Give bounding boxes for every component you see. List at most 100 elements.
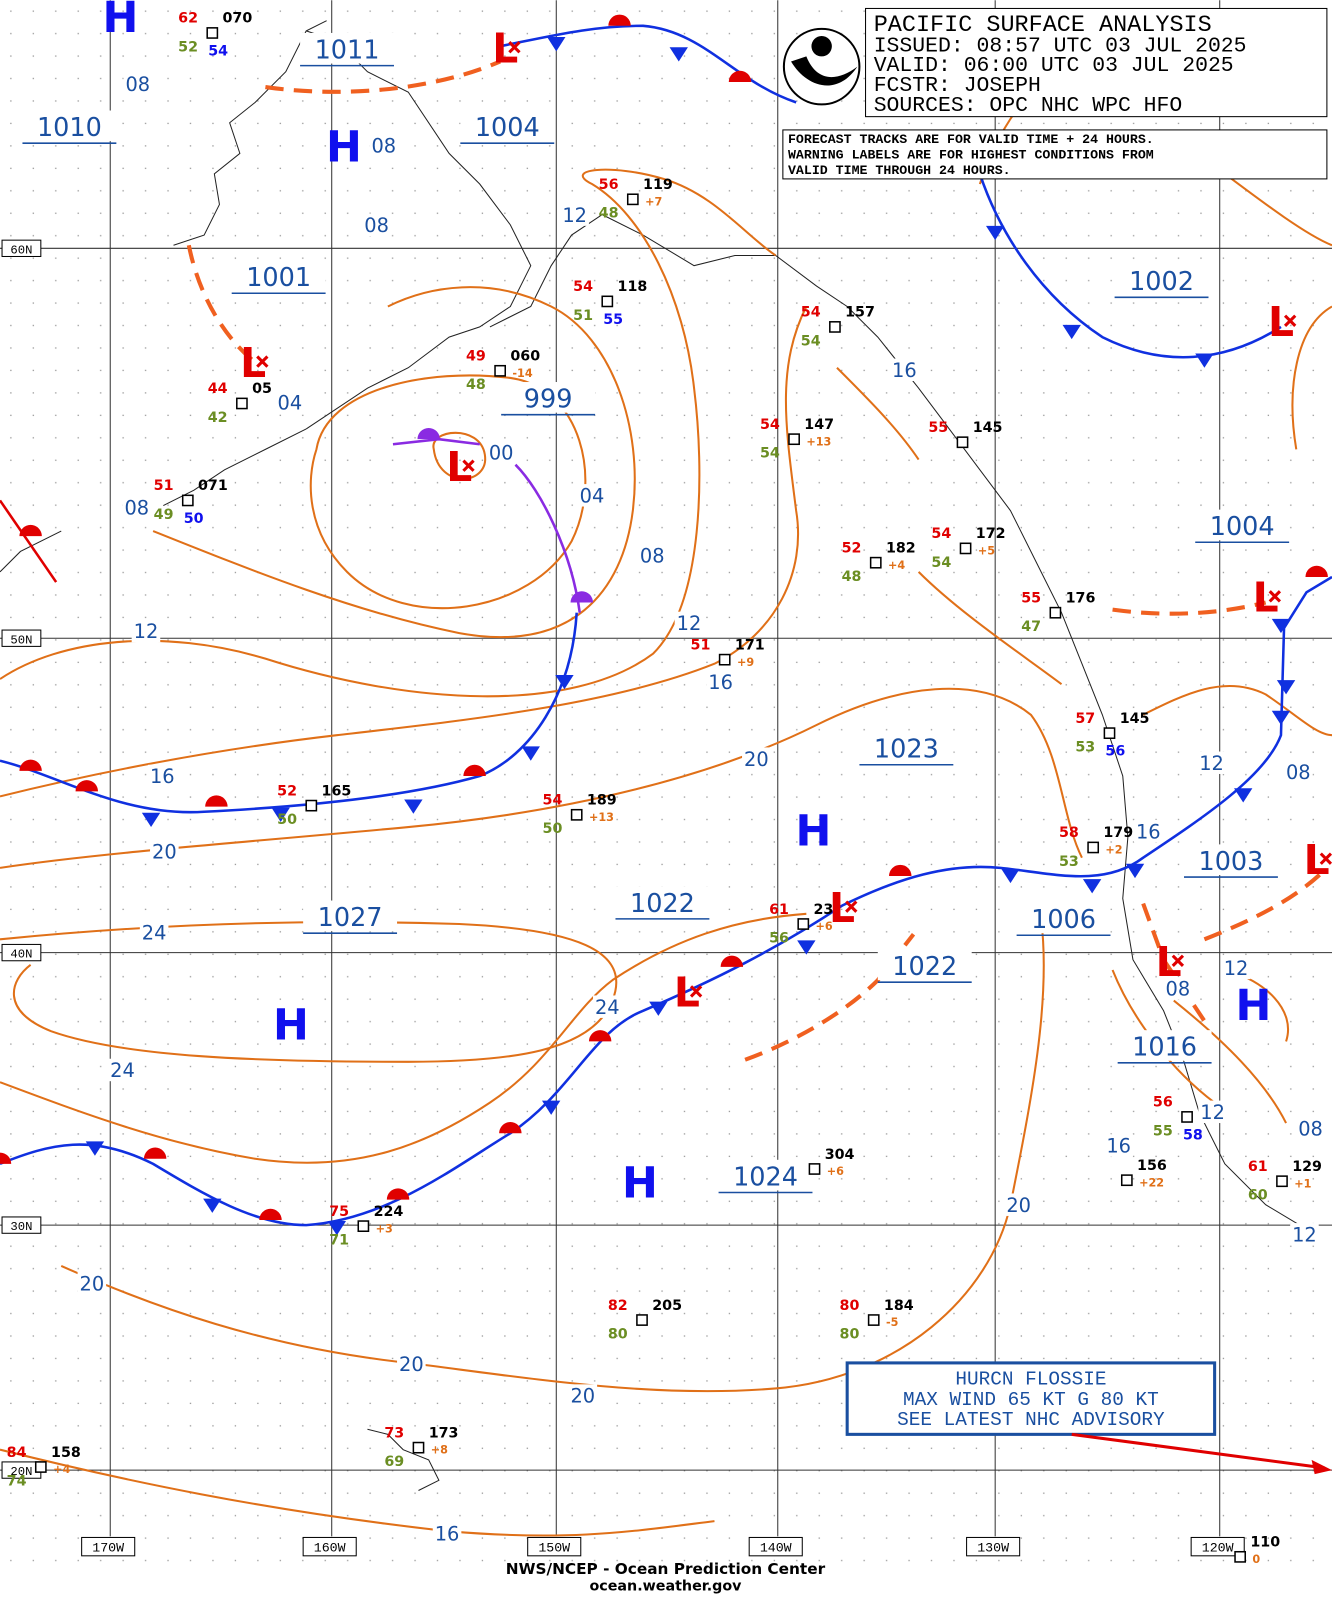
isobar-label: 08 xyxy=(1298,1117,1323,1140)
coastlines xyxy=(0,20,1317,1491)
isobar-label-bg xyxy=(275,391,305,414)
cold-front-triangle xyxy=(555,674,574,690)
pressure-label-bg xyxy=(300,32,394,64)
lon-label: 160W xyxy=(314,1541,346,1556)
lat-label: 60N xyxy=(10,243,32,257)
station-marker xyxy=(412,1441,425,1454)
warm-front-semicircle xyxy=(0,1152,12,1164)
pressure-label: 1001 xyxy=(246,263,311,293)
station-dewpoint: 60 xyxy=(1248,1188,1268,1204)
station-dewpoint: 54 xyxy=(760,446,780,462)
station-marker xyxy=(1120,1174,1133,1187)
cold-front-triangle xyxy=(404,799,423,814)
isobar-label-bg xyxy=(706,670,735,694)
station-pressure: 145 xyxy=(973,420,1003,436)
labels: 60N 50N 40N 30N 20N 170W 160W 150W 140W 130W 120W 0… xyxy=(1,0,1332,1566)
low-center-x xyxy=(256,355,269,368)
troughs xyxy=(186,59,1329,1062)
lon-label: 120W xyxy=(1202,1541,1234,1556)
header-line: FCSTR: JOSEPH xyxy=(874,74,1041,98)
pressure-label: 1004 xyxy=(475,113,540,143)
lat-label: 30N xyxy=(10,1220,32,1234)
isobar-label-bg xyxy=(148,764,177,788)
pressure-label: 1027 xyxy=(318,903,383,933)
lon-label-box xyxy=(527,1536,582,1557)
station-temp: 51 xyxy=(154,478,174,494)
station-pressure: 071 xyxy=(198,478,228,494)
station-pressure: 158 xyxy=(51,1445,81,1461)
station-marker xyxy=(808,1163,821,1175)
lon-label: 130W xyxy=(977,1541,1009,1556)
cold-front-triangle xyxy=(1082,879,1102,894)
pressure-label: 1002 xyxy=(1129,267,1194,297)
station-marker xyxy=(1103,727,1116,740)
low-center-x xyxy=(1268,590,1282,603)
isobar-label: 12 xyxy=(677,612,702,635)
station-tendency: +5 xyxy=(978,545,995,558)
warm-front-semicircle xyxy=(499,1122,522,1134)
station-temp: 82 xyxy=(608,1298,628,1314)
isobar-label: 08 xyxy=(371,134,396,157)
station-sst: 56 xyxy=(1105,744,1125,760)
advisory-line: SEE LATEST NHC ADVISORY xyxy=(897,1409,1165,1431)
isobar-label-bg xyxy=(122,496,152,519)
station-tendency: +8 xyxy=(431,1444,448,1457)
station-marker xyxy=(788,433,800,446)
lon-label-box xyxy=(966,1536,1021,1557)
station-pressure: 176 xyxy=(1066,590,1096,606)
lon-label-box xyxy=(748,1536,803,1557)
low-center-x xyxy=(462,459,475,472)
footer-agency: NWS/NCEP - Ocean Prediction Center xyxy=(506,1560,826,1578)
isobar-label: 24 xyxy=(142,921,167,944)
cold-front-triangle xyxy=(1062,324,1081,340)
station-dewpoint: 52 xyxy=(178,39,198,55)
isobar-label-bg xyxy=(577,484,607,507)
warm-front-semicircle xyxy=(19,759,42,771)
station-marker xyxy=(1087,841,1100,854)
station-tendency: +3 xyxy=(376,1222,393,1235)
station-marker xyxy=(305,799,318,812)
cold-front-triangle xyxy=(541,1100,561,1115)
cold-front-triangle xyxy=(985,225,1005,241)
station-marker xyxy=(867,1314,880,1326)
isobar-label: 04 xyxy=(278,392,303,415)
station-marker xyxy=(718,653,731,666)
pressure-label-bg xyxy=(615,886,710,917)
isobar-label: 12 xyxy=(134,620,159,643)
isobar-label: 24 xyxy=(110,1059,135,1082)
station-tendency: +13 xyxy=(806,435,831,448)
station-marker xyxy=(1276,1175,1288,1188)
advisory-line: MAX WIND 65 KT G 80 KT xyxy=(903,1389,1159,1411)
station-marker xyxy=(1181,1111,1193,1123)
cold-front-triangle xyxy=(649,1001,668,1016)
station-temp: 55 xyxy=(928,420,948,436)
station-marker xyxy=(570,808,583,821)
station-dewpoint: 50 xyxy=(543,821,563,837)
station-temp: 54 xyxy=(573,279,593,295)
station-marker xyxy=(869,556,882,569)
lat-label-box xyxy=(1,239,42,257)
isobar-label: 12 xyxy=(1199,752,1224,775)
pressure-label-bg xyxy=(303,900,398,932)
station-pressure: 184 xyxy=(884,1298,914,1314)
isobar-label: 16 xyxy=(892,359,917,382)
station-marker xyxy=(357,1220,370,1233)
warm-front-semicircle xyxy=(417,427,440,440)
pressure-label-bg xyxy=(1184,844,1278,876)
pressure-label: 1003 xyxy=(1198,847,1263,877)
station-pressure: 147 xyxy=(804,417,834,433)
pressure-label-bg xyxy=(501,382,596,413)
isobar-label-bg xyxy=(1221,956,1251,980)
station-tendency: +13 xyxy=(589,811,614,824)
station-temp: 75 xyxy=(329,1204,349,1220)
isobar-label: 16 xyxy=(1136,820,1161,843)
station-temp: 61 xyxy=(1248,1159,1268,1175)
station-tendency: +7 xyxy=(645,195,662,208)
station-dewpoint: 48 xyxy=(842,569,862,585)
isobar-label-bg xyxy=(568,1384,598,1407)
lat-label: 20N xyxy=(10,1465,32,1479)
warm-front-semicircle xyxy=(889,864,912,877)
isobar-label-bg xyxy=(593,995,622,1018)
isobar-label-bg xyxy=(1133,819,1163,843)
